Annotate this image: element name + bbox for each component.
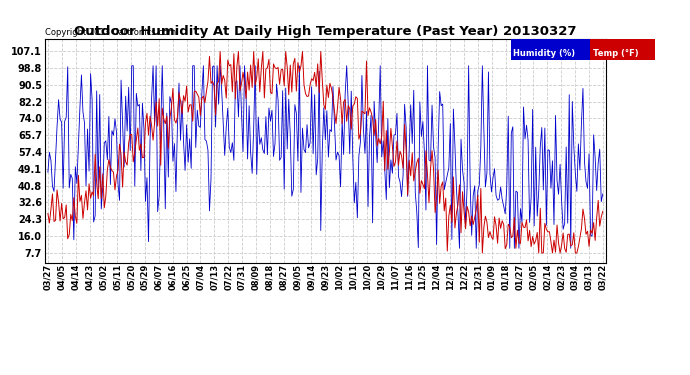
Text: Humidity (%): Humidity (%) — [513, 49, 575, 58]
Text: Temp (°F): Temp (°F) — [593, 49, 638, 58]
Text: Copyright 2013 Cartronics.com: Copyright 2013 Cartronics.com — [45, 28, 176, 37]
Title: Outdoor Humidity At Daily High Temperature (Past Year) 20130327: Outdoor Humidity At Daily High Temperatu… — [74, 25, 577, 38]
